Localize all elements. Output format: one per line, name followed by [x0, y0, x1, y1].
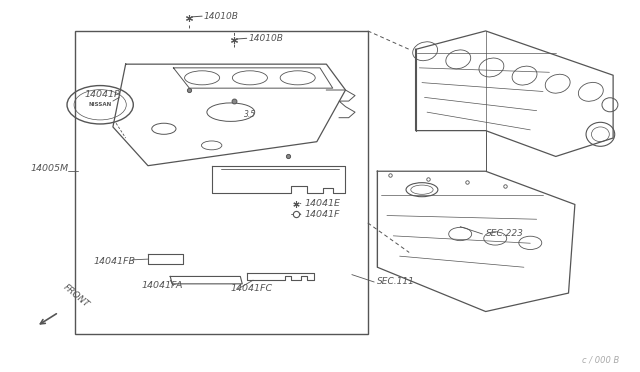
Text: 14041P: 14041P [84, 90, 120, 99]
Text: 14041FC: 14041FC [231, 284, 273, 293]
Text: 14005M: 14005M [30, 164, 68, 173]
Text: c / 000 B: c / 000 B [582, 355, 619, 364]
Text: 14041FB: 14041FB [94, 257, 136, 266]
Text: 14010B: 14010B [204, 12, 239, 21]
Text: SEC.111: SEC.111 [378, 278, 415, 286]
Text: 3.5: 3.5 [244, 109, 256, 119]
Text: NISSAN: NISSAN [88, 102, 112, 107]
Text: 14041E: 14041E [304, 199, 340, 208]
Text: FRONT: FRONT [62, 283, 92, 310]
Text: 14041FA: 14041FA [141, 280, 183, 289]
Text: SEC.223: SEC.223 [486, 230, 524, 238]
Bar [75, 31, 368, 334]
Text: 14010B: 14010B [248, 34, 284, 43]
Text: 14041F: 14041F [304, 211, 340, 219]
